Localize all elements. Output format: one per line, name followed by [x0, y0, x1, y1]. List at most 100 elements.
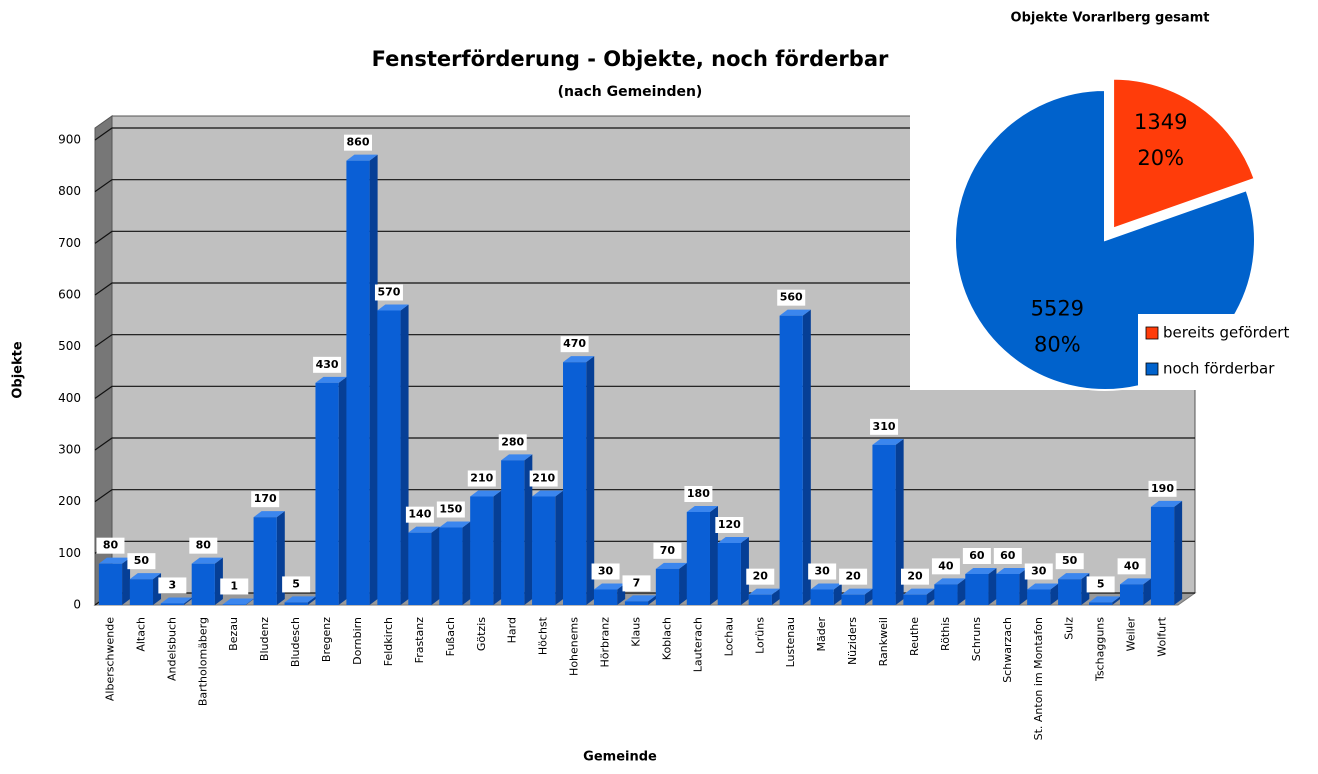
bar [160, 603, 184, 605]
data-label-box [158, 577, 187, 594]
x-tick-label: Bartholomäberg [196, 617, 209, 706]
bar-side [307, 596, 316, 605]
y-tick-label: 400 [58, 391, 81, 405]
bar-side [957, 578, 966, 605]
bar-top [872, 438, 904, 445]
data-label-box [1055, 553, 1084, 570]
data-label: 560 [780, 291, 803, 304]
bar [717, 543, 741, 605]
data-label: 70 [660, 544, 676, 557]
bar-title: Fensterförderung - Objekte, noch förderb… [372, 47, 889, 71]
bar-top [439, 521, 471, 528]
data-label: 30 [815, 565, 831, 578]
data-label: 150 [439, 503, 462, 516]
bar-side [1050, 583, 1059, 605]
data-label-box [436, 501, 465, 518]
bar-top [191, 557, 223, 564]
data-label: 860 [347, 136, 370, 149]
bar-side [493, 490, 502, 605]
x-tick-label: Mäder [815, 617, 828, 652]
data-label-box [1117, 558, 1146, 575]
bar [253, 517, 277, 605]
pie-value-label: 1349 [1134, 110, 1187, 134]
x-tick-label: Feldkirch [382, 617, 395, 666]
x-tick-label: Altach [134, 617, 147, 652]
bar-side [122, 557, 131, 605]
bar-side [679, 562, 688, 605]
bar [655, 568, 680, 605]
data-label-box [282, 576, 311, 593]
data-label: 5 [292, 577, 300, 590]
bar [315, 382, 339, 605]
bar [129, 579, 154, 605]
x-axis-label: Gemeinde [583, 750, 657, 765]
data-label: 7 [633, 576, 641, 589]
bar [1119, 584, 1144, 605]
x-tick-label: Frastanz [413, 617, 426, 664]
data-label: 470 [563, 337, 586, 350]
bar-side [555, 490, 564, 605]
bar-top [779, 309, 811, 316]
bar-top [903, 588, 935, 595]
data-label: 180 [687, 487, 710, 500]
bar-side [369, 154, 378, 605]
x-tick-label: Koblach [660, 617, 673, 660]
data-label-box [127, 553, 156, 570]
x-tick-label: Lochau [722, 617, 735, 656]
data-label-box [1024, 563, 1053, 580]
bar-side [740, 537, 749, 605]
data-label-box [405, 506, 434, 523]
legend-swatch [1145, 362, 1159, 376]
x-tick-label: Andelsbuch [165, 617, 178, 681]
bar-top [1027, 583, 1059, 590]
bar-top [98, 557, 131, 564]
bar-top [624, 595, 657, 602]
data-label-box [313, 356, 342, 373]
bar-side [462, 521, 471, 605]
grid-line [94, 437, 1195, 451]
bar [872, 444, 896, 605]
legend-label: bereits gefördert [1163, 324, 1289, 342]
x-tick-label: Bezau [227, 617, 240, 651]
data-label-box [220, 578, 249, 595]
data-label-box [374, 284, 403, 301]
bar [1058, 579, 1082, 605]
bar-side [524, 454, 533, 605]
bar [686, 512, 710, 605]
y-tick-label: 700 [58, 236, 81, 250]
pie-slice [1112, 77, 1256, 230]
data-label: 80 [196, 539, 212, 552]
x-tick-label: Nüziders [846, 617, 859, 665]
bar [98, 563, 123, 605]
data-label: 5 [1097, 577, 1105, 590]
bar [501, 460, 525, 605]
data-label-box [467, 470, 496, 487]
grid-line [94, 127, 1195, 141]
x-tick-label: Hörbranz [599, 617, 612, 668]
bar-side [802, 309, 811, 605]
bar-side [431, 526, 440, 605]
data-label-box [746, 568, 775, 585]
data-label: 20 [845, 570, 861, 583]
data-label: 310 [873, 420, 896, 433]
bar-side [586, 356, 595, 605]
bar [1027, 589, 1051, 605]
data-label: 170 [254, 492, 277, 505]
bar [996, 574, 1020, 605]
bar [563, 362, 587, 605]
data-label: 3 [169, 578, 177, 591]
bar-top [934, 578, 966, 585]
bar [903, 594, 927, 605]
x-tick-label: Schruns [970, 617, 983, 661]
data-label: 20 [753, 570, 769, 583]
x-tick-label: Sulz [1063, 617, 1076, 640]
data-label-box [1148, 480, 1177, 497]
bar-top [408, 526, 440, 533]
x-tick-label: Tschagguns [1094, 617, 1107, 682]
data-label-box [498, 434, 527, 451]
bar-top [563, 356, 595, 363]
bar [1150, 506, 1175, 605]
y-tick-label: 900 [58, 133, 81, 147]
x-tick-label: Röthis [939, 617, 952, 651]
y-tick-label: 500 [58, 339, 81, 353]
